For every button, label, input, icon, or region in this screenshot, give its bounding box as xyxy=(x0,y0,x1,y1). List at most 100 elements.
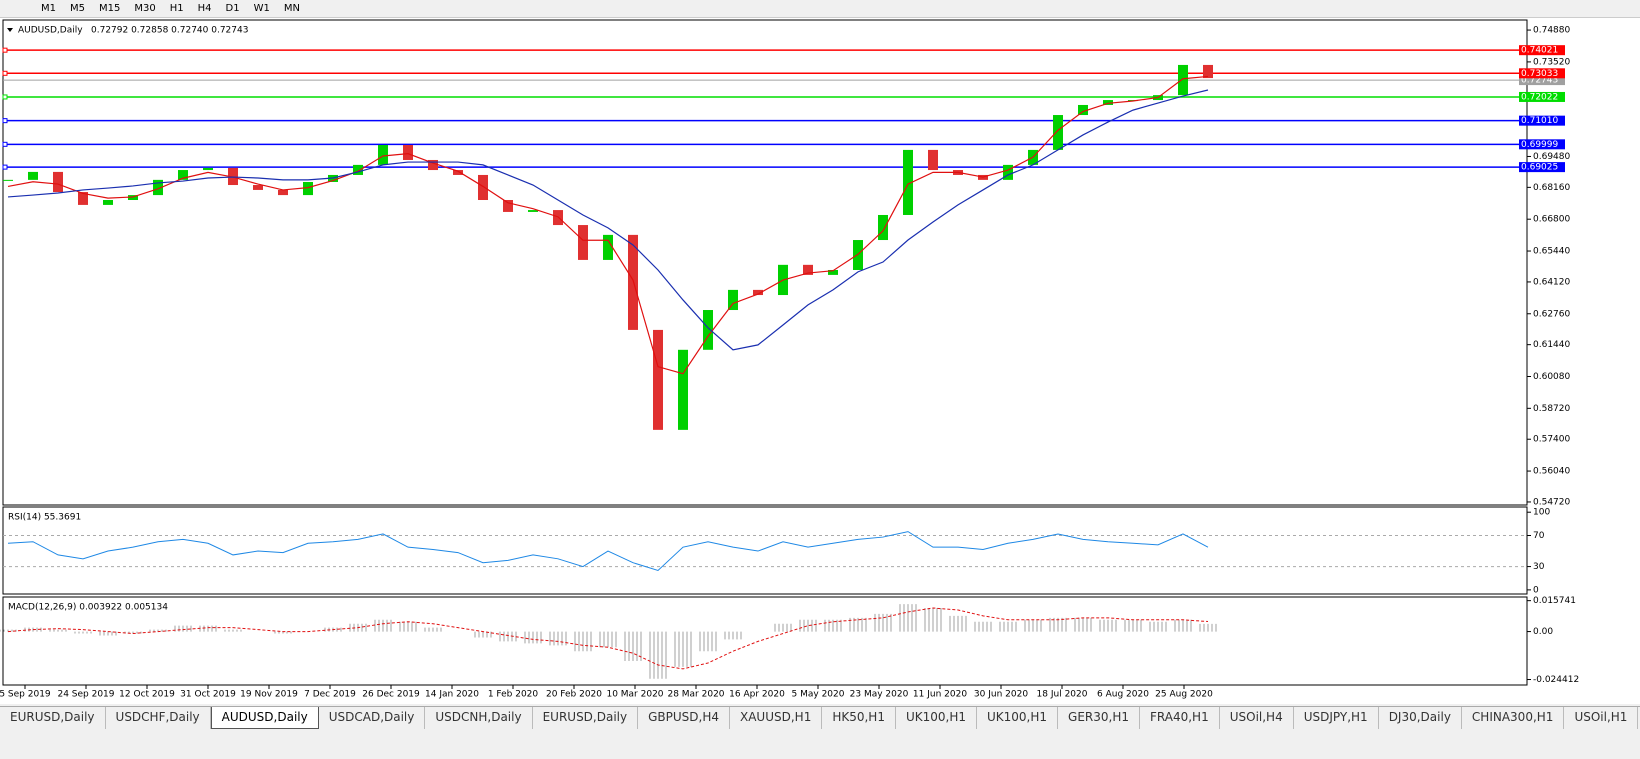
chart-tab[interactable]: CHINA300,H1 xyxy=(1462,707,1565,729)
level-label-bg xyxy=(1519,115,1565,126)
chart-tab[interactable]: USDCAD,Daily xyxy=(319,707,426,729)
panel-title: AUDUSD,Daily xyxy=(18,26,83,36)
chart-tab[interactable]: EURUSD,Daily xyxy=(0,707,106,729)
candle xyxy=(1053,115,1063,150)
chart-tab[interactable]: USDCNH,Daily xyxy=(425,707,533,729)
x-tick-label: 31 Oct 2019 xyxy=(180,690,236,700)
candle xyxy=(753,289,763,296)
timeframe-toolbar: M1 M5 M15 M30 H1 H4 D1 W1 MN xyxy=(0,0,1640,18)
y-tick-label: 0.64120 xyxy=(1533,277,1570,287)
level-handle xyxy=(2,141,8,147)
y-tick-label: 0.00 xyxy=(1533,627,1553,637)
candle xyxy=(503,200,513,212)
candle xyxy=(903,149,913,215)
timeframe-button[interactable]: H1 xyxy=(169,3,184,14)
title-arrow xyxy=(7,28,13,32)
chart-tab[interactable]: EURUSD,Daily xyxy=(533,707,639,729)
y-tick-label: 70 xyxy=(1533,531,1545,541)
y-tick-label: 100 xyxy=(1533,508,1550,518)
moving-average xyxy=(7,75,1209,375)
candle xyxy=(628,234,638,330)
y-tick-label: 0.60080 xyxy=(1533,372,1570,382)
x-tick-label: 7 Dec 2019 xyxy=(304,690,356,700)
signal-line xyxy=(7,607,1209,670)
candle xyxy=(353,164,363,175)
y-tick-label: 0.68160 xyxy=(1533,183,1570,193)
panel-frame xyxy=(2,506,1528,595)
candle xyxy=(878,214,888,241)
y-tick-label: 0.58720 xyxy=(1533,404,1570,414)
y-tick-label: 0.69480 xyxy=(1533,152,1570,162)
candle xyxy=(1178,64,1188,96)
y-tick-label: 30 xyxy=(1533,562,1545,572)
level-label-bg xyxy=(1519,91,1565,102)
candle xyxy=(1203,64,1213,79)
x-tick-label: 20 Feb 2020 xyxy=(546,690,602,700)
candle xyxy=(203,167,213,171)
candle xyxy=(253,185,263,190)
chart: AUDUSD,Daily 0.74880 0.73520 0.69480 0.68160… xyxy=(0,18,1640,704)
candle xyxy=(3,179,13,181)
timeframe-button[interactable]: MN xyxy=(283,3,300,14)
x-tick-label: 12 Oct 2019 xyxy=(119,690,175,700)
x-tick-label: 5 May 2020 xyxy=(792,690,845,700)
chart-tab[interactable]: XAUUSD,H1 xyxy=(730,707,823,729)
level-label: 0.73033 xyxy=(1521,69,1558,79)
timeframe-button[interactable]: H4 xyxy=(197,3,212,14)
chart-tab[interactable]: USOil,H1 xyxy=(1564,707,1639,729)
timeframe-button[interactable]: M15 xyxy=(99,3,121,14)
timeframe-button[interactable]: M1 xyxy=(41,3,56,14)
candle xyxy=(1003,164,1013,180)
candle xyxy=(178,170,188,180)
panel-title: RSI(14) 55.3691 xyxy=(8,513,81,523)
chart-tab[interactable]: AUDUSD,Daily xyxy=(210,707,319,729)
candle xyxy=(1078,104,1088,116)
x-tick-label: 23 May 2020 xyxy=(850,690,909,700)
level-label-bg xyxy=(1519,139,1565,150)
chart-tab[interactable]: USDCHF,Daily xyxy=(106,707,211,729)
chart-tab[interactable]: FRA40,H1 xyxy=(1140,707,1220,729)
candle xyxy=(678,349,688,430)
x-tick-label: 16 Apr 2020 xyxy=(729,690,785,700)
level-handle xyxy=(2,47,8,53)
timeframe-button[interactable]: M5 xyxy=(70,3,85,14)
chart-tab[interactable]: UK100,H1 xyxy=(977,707,1059,729)
candle xyxy=(303,181,313,196)
candle xyxy=(428,159,438,171)
candle xyxy=(653,329,663,430)
timeframe-button[interactable]: W1 xyxy=(253,3,270,14)
x-tick-label: 6 Aug 2020 xyxy=(1097,690,1149,700)
x-tick-label: 10 Mar 2020 xyxy=(606,690,663,700)
candle xyxy=(928,149,938,171)
y-tick-label: 0.62760 xyxy=(1533,309,1570,319)
level-handle xyxy=(2,118,8,124)
candle xyxy=(403,144,413,160)
chart-tab[interactable]: HK50,H1 xyxy=(822,707,896,729)
candle xyxy=(728,289,738,311)
chart-tab[interactable]: UK100,H1 xyxy=(896,707,977,729)
panel-title: MACD(12,26,9) 0.003922 0.005134 xyxy=(8,603,168,613)
quote: 0.72792 0.72858 0.72740 0.72743 xyxy=(91,26,248,36)
level-label: 0.72743 xyxy=(1521,76,1558,86)
x-tick-label: 5 Sep 2019 xyxy=(0,690,51,700)
chart-tab[interactable]: GER30,H1 xyxy=(1058,707,1140,729)
y-tick-label: 0.56040 xyxy=(1533,467,1570,477)
chart-tab[interactable]: GBPUSD,H4 xyxy=(638,707,730,729)
timeframe-button[interactable]: D1 xyxy=(225,3,240,14)
level-label: 0.69999 xyxy=(1521,140,1558,150)
chart-tab[interactable]: USOil,H4 xyxy=(1220,707,1294,729)
x-tick-label: 1 Feb 2020 xyxy=(488,690,539,700)
candle xyxy=(528,210,538,212)
candle xyxy=(153,179,163,196)
chart-tab[interactable]: USDJPY,H1 xyxy=(1294,707,1379,729)
timeframe-button[interactable]: M30 xyxy=(134,3,156,14)
y-tick-label: -0.024412 xyxy=(1533,675,1579,685)
chart-tabs: EURUSD,Daily USDCHF,Daily AUDUSD,Daily USDC… xyxy=(0,706,1640,729)
candle xyxy=(78,192,88,205)
candle xyxy=(53,171,63,193)
chart-tab[interactable]: DJ30,Daily xyxy=(1379,707,1462,729)
x-tick-label: 25 Aug 2020 xyxy=(1155,690,1213,700)
candle xyxy=(1103,100,1113,105)
x-tick-label: 19 Nov 2019 xyxy=(240,690,298,700)
